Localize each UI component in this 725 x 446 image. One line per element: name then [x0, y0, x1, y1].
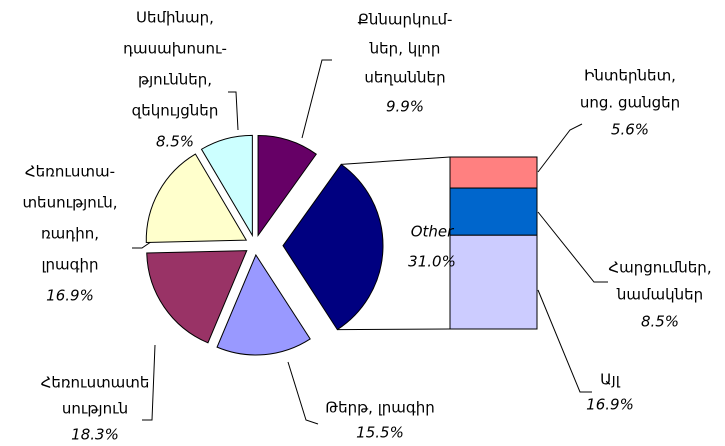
slice-label: դասախոսու-	[123, 40, 227, 58]
slice-label: սություն	[62, 400, 128, 418]
pie-slice	[257, 134, 317, 238]
slice-label: Թերթ, լրագիր	[325, 399, 435, 417]
value-label: 9.9%	[386, 98, 424, 116]
slice-label: Հարցումներ,	[608, 259, 711, 277]
bar-segment	[449, 187, 538, 236]
value-label: 31.0%	[408, 253, 456, 271]
value-label: 8.5%	[156, 133, 194, 151]
pie-slice	[146, 250, 248, 344]
pie-slice	[145, 153, 248, 244]
leader-line	[142, 344, 156, 421]
value-label: 5.6%	[611, 121, 649, 139]
slice-label: Հեռուստատե	[41, 374, 150, 392]
leader-line	[301, 59, 332, 139]
slice-label: նամակներ	[616, 286, 703, 304]
value-label: 16.9%	[46, 287, 94, 305]
slice-label: Other	[411, 223, 454, 241]
value-label: 18.3%	[71, 426, 119, 444]
leader-line	[287, 361, 319, 425]
bar-segment	[449, 234, 538, 330]
leader-line	[228, 91, 239, 131]
leader-line	[537, 289, 592, 393]
leader-line	[537, 211, 608, 283]
slice-label: տեսություն,	[22, 194, 117, 212]
slice-label: սոց. ցանցեր	[580, 94, 680, 112]
slice-label: Հեռուստա-	[25, 163, 115, 181]
value-label: 15.5%	[356, 424, 404, 442]
slice-label: ներ, կլոր	[369, 40, 441, 58]
slice-label: սեղաններ	[364, 69, 445, 87]
leader-line	[537, 123, 583, 173]
slice-label: Ինտերնետ,	[584, 67, 676, 85]
slice-label: Այլ	[600, 371, 621, 389]
connector-line	[337, 328, 451, 331]
slice-label: Քննարկում-	[358, 11, 453, 29]
pie-slice	[200, 134, 253, 238]
leader-lines	[132, 59, 608, 425]
pie-slice	[216, 253, 311, 356]
value-label: 16.9%	[586, 396, 634, 414]
bar-segment	[449, 156, 538, 189]
connector-line	[341, 156, 451, 165]
slice-label: թյուններ,	[138, 71, 212, 89]
slice-label: զեկույցներ	[132, 102, 219, 120]
slice-label: Սեմինար,	[136, 9, 214, 27]
slice-label: ռադիո,	[41, 225, 99, 243]
pie-slice	[282, 163, 384, 331]
value-label: 8.5%	[641, 313, 679, 331]
slice-label: լրագիր	[41, 256, 98, 274]
